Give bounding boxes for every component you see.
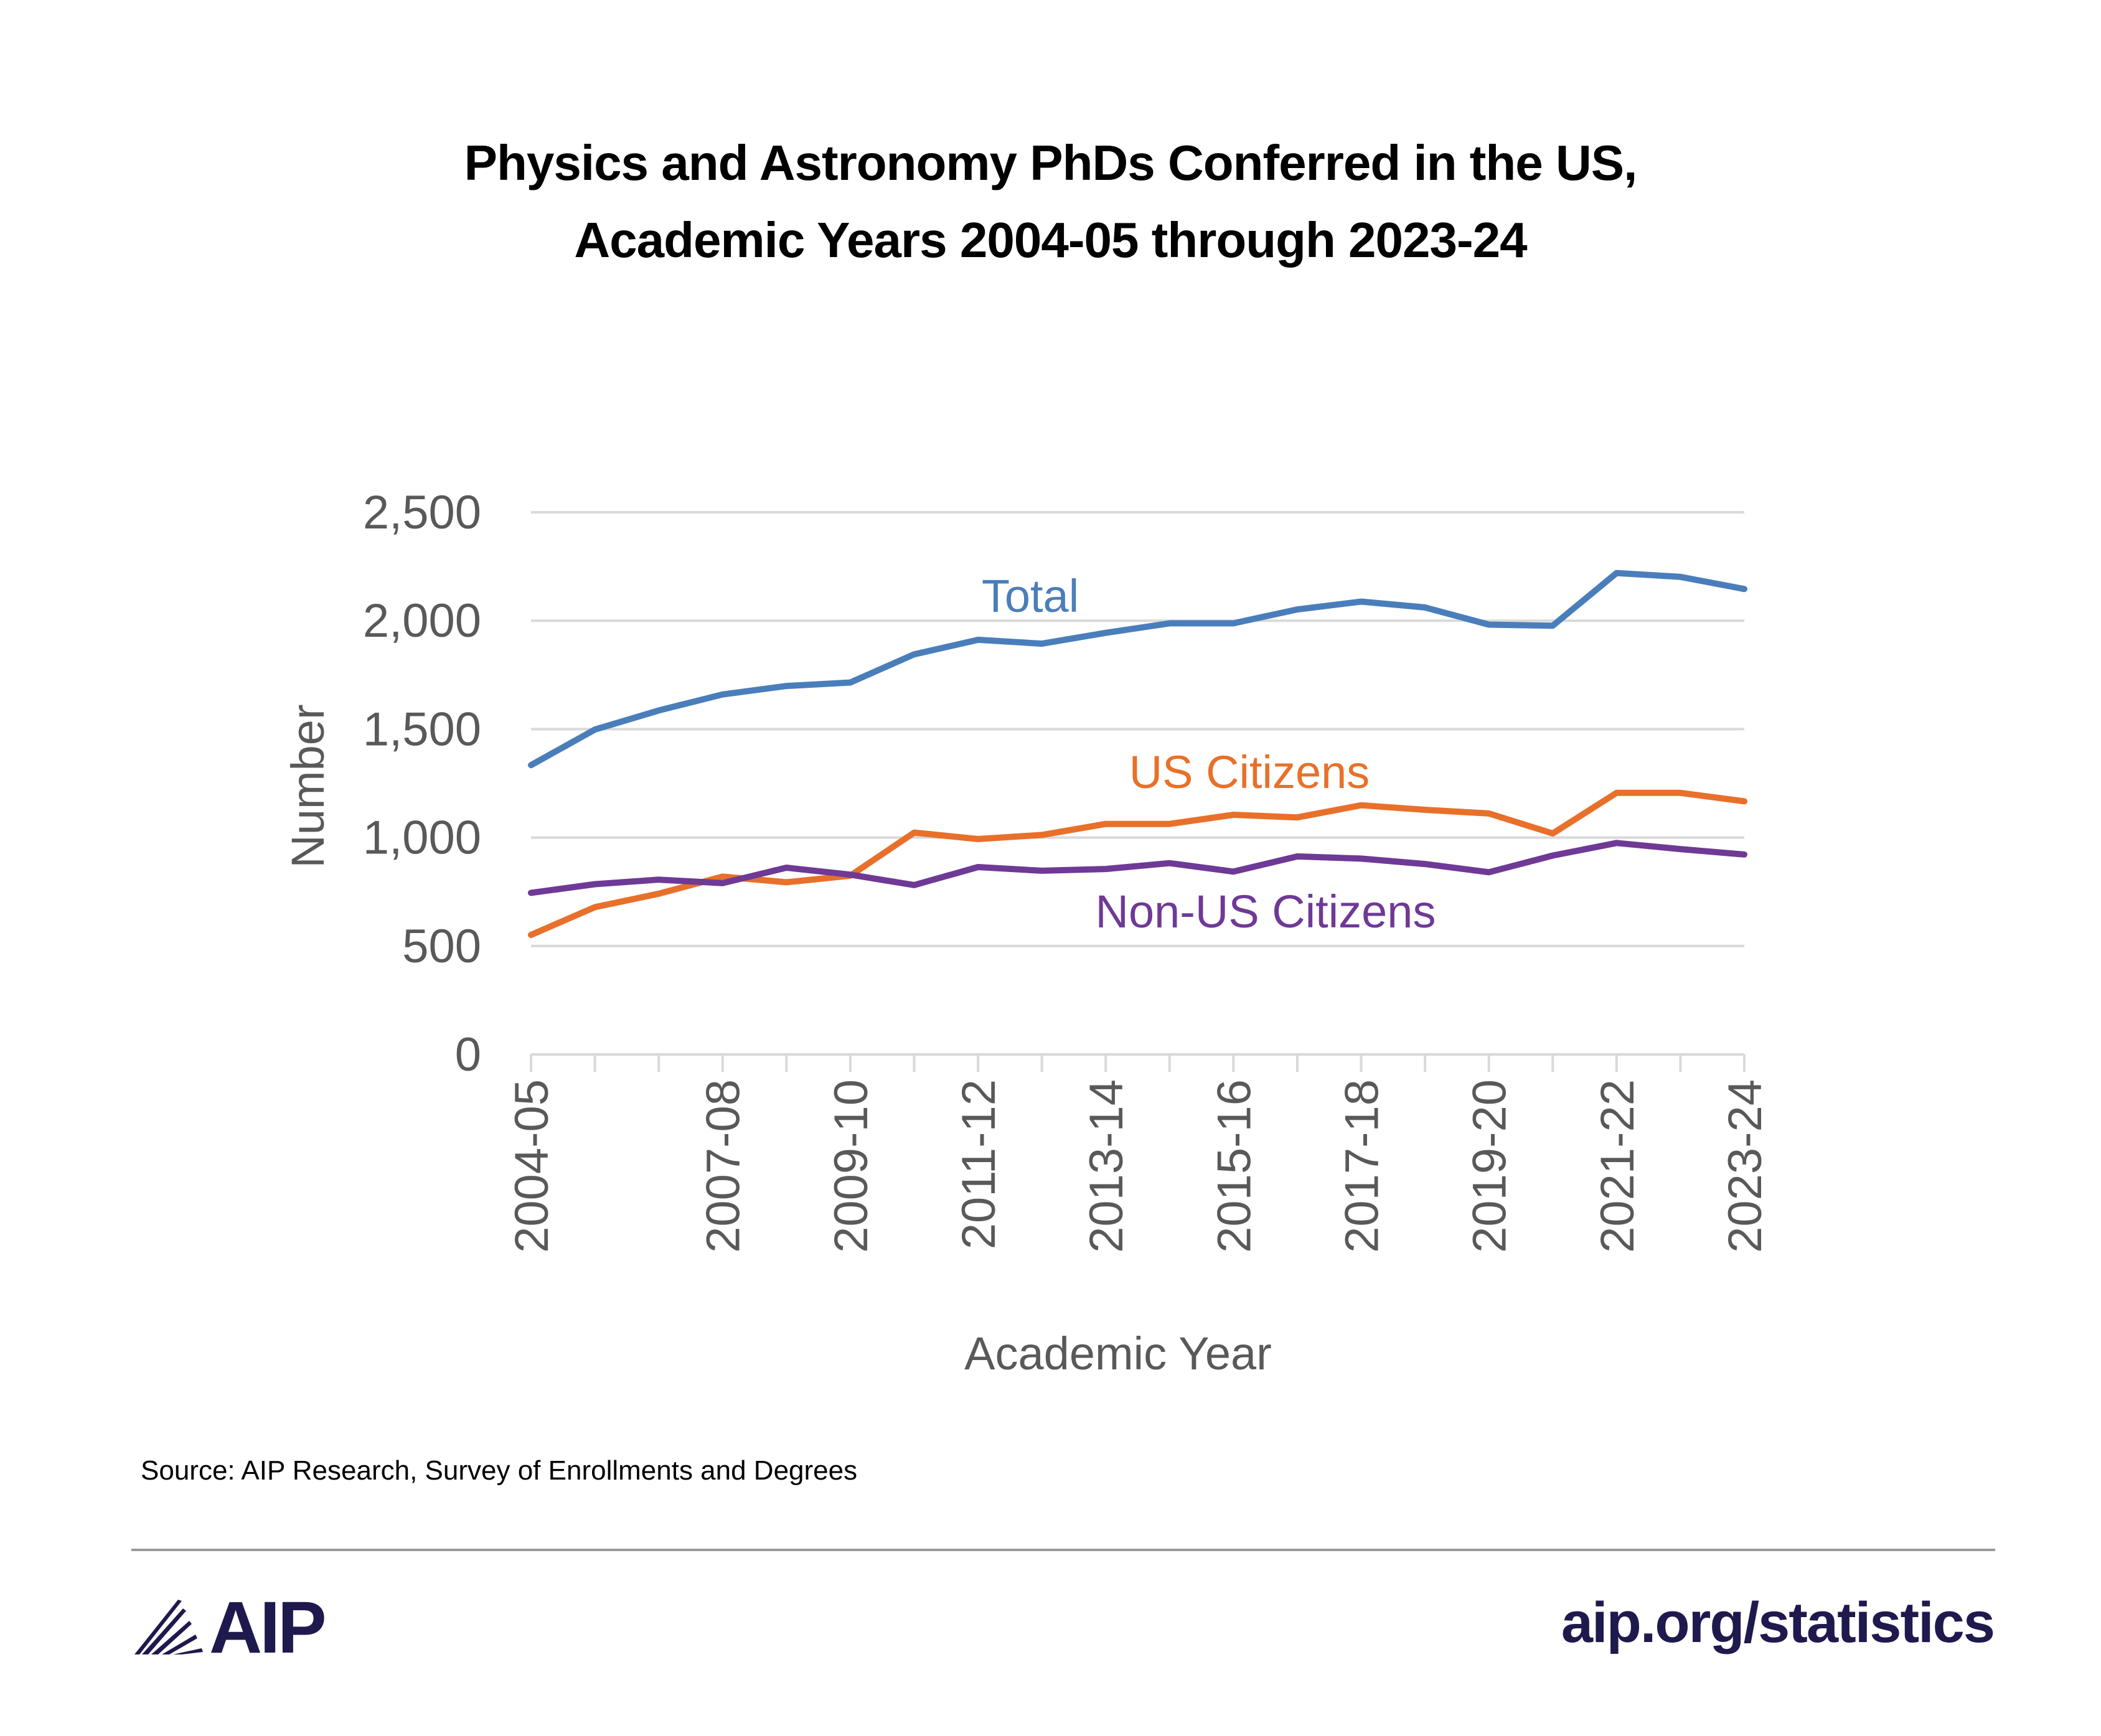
statistics-url[interactable]: aip.org/statistics [1561,1591,1995,1654]
title-line-1: Physics and Astronomy PhDs Conferred in … [464,135,1638,190]
y-axis-label: Number [282,704,334,868]
y-tick-label: 0 [455,1028,481,1081]
aip-logo[interactable]: AIP [134,1587,327,1669]
logo-text: AIP [209,1587,327,1669]
x-tick-label: 2009-10 [825,1079,878,1253]
footer-divider [131,1549,1995,1551]
series-label-us-citizens: US Citizens [1129,746,1370,798]
x-tick-label: 2007-08 [697,1079,750,1253]
series-label-total: Total [982,570,1079,622]
y-tick-label: 500 [402,920,481,973]
chart-title: Physics and Astronomy PhDs Conferred in … [0,124,2101,279]
x-tick-label: 2015-16 [1208,1079,1261,1253]
x-tick-label: 2023-24 [1719,1079,1772,1253]
series-line-total [528,570,1747,769]
y-tick-label: 2,000 [363,594,481,647]
x-tick-label: 2013-14 [1080,1079,1133,1253]
y-tick-label: 2,500 [363,486,481,539]
title-line-2: Academic Years 2004-05 through 2023-24 [574,212,1527,268]
series-line-non-us-citizens [528,840,1747,896]
x-tick-label: 2021-22 [1591,1079,1644,1253]
x-axis-label: Academic Year [964,1328,1272,1379]
aip-rays-icon [134,1600,203,1654]
x-tick-label: 2011-12 [952,1079,1005,1249]
y-tick-label: 1,000 [363,812,481,865]
series-label-non-us-citizens: Non-US Citizens [1096,886,1436,937]
x-tick-label: 2017-18 [1336,1079,1389,1253]
source-note: Source: AIP Research, Survey of Enrollme… [141,1455,858,1486]
y-tick-label: 1,500 [363,703,481,756]
x-tick-label: 2019-20 [1464,1079,1516,1253]
x-tick-label: 2004-05 [505,1079,558,1253]
